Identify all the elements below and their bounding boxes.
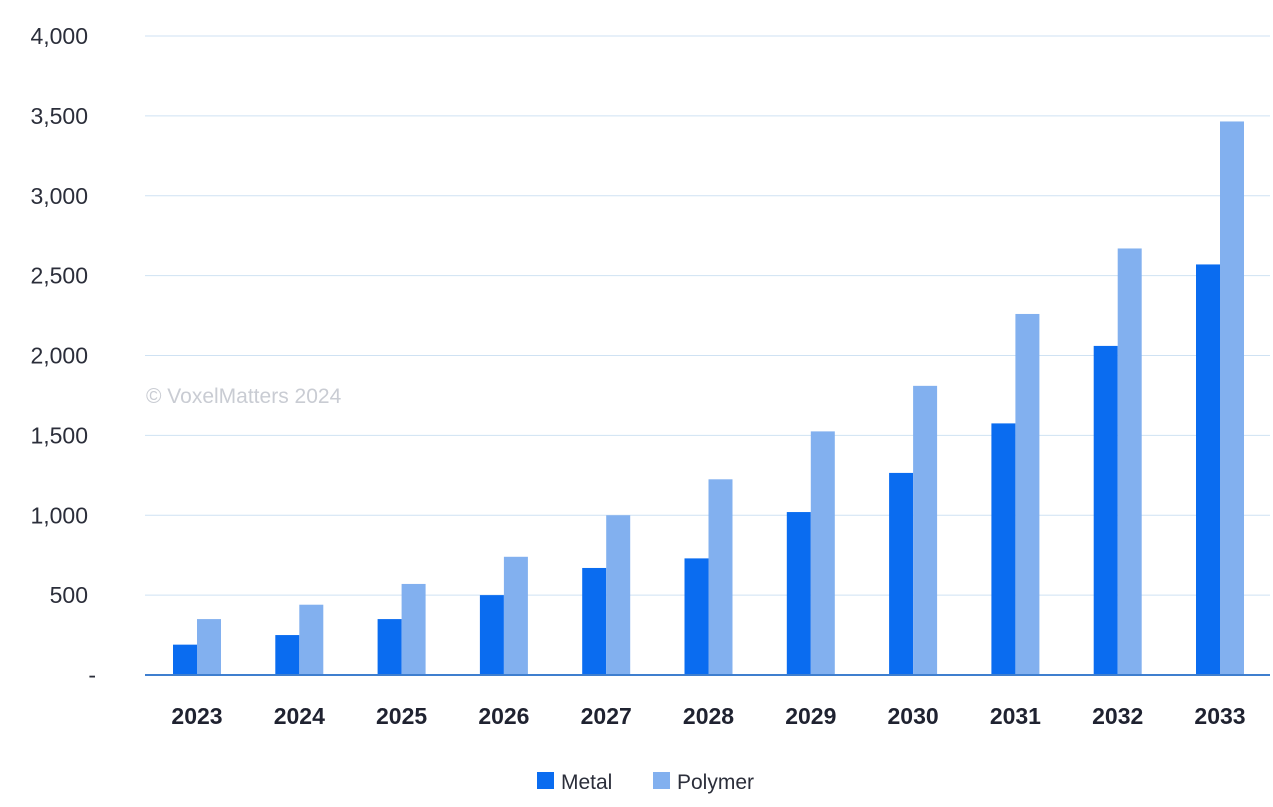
y-tick-label: 500	[50, 582, 88, 608]
x-tick-label: 2023	[171, 703, 222, 729]
bar-metal-2031	[991, 423, 1016, 675]
bar-polymer-2029	[810, 431, 835, 675]
bar-metal-2026	[479, 595, 504, 675]
bar-metal-2028	[684, 558, 709, 675]
grid-lines	[145, 35, 1270, 596]
y-tick-label: 1,000	[30, 502, 88, 528]
x-axis-ticks: 2023 2024 2025 2026 2027 2028 2029 2030 2031 2032…	[171, 703, 1245, 729]
bar-polymer-2028	[708, 479, 733, 675]
y-tick-label: 3,000	[30, 183, 88, 209]
y-axis-ticks: - 500 1,000 1,500 2,000 2,500 3,000 3,500 4,000	[30, 23, 96, 688]
y-tick-label: 2,000	[30, 343, 88, 369]
x-tick-label: 2030	[888, 703, 939, 729]
bar-metal-2024	[275, 635, 300, 675]
watermark: © VoxelMatters 2024	[146, 385, 342, 408]
legend: Metal Polymer	[537, 771, 754, 794]
y-tick-label: 4,000	[30, 23, 88, 49]
legend-swatch-polymer	[653, 772, 670, 789]
x-tick-label: 2025	[376, 703, 427, 729]
bar-metal-2023	[173, 644, 197, 675]
bar-polymer-2024	[299, 604, 324, 675]
bar-metal-2029	[786, 512, 811, 675]
bars	[173, 121, 1244, 675]
x-tick-label: 2032	[1092, 703, 1143, 729]
y-tick-label: 1,500	[30, 422, 88, 448]
bar-metal-2025	[377, 619, 402, 675]
bar-polymer-2026	[503, 556, 528, 675]
x-tick-label: 2024	[274, 703, 325, 729]
y-tick-label: -	[88, 662, 96, 688]
bar-polymer-2023	[197, 619, 221, 675]
bar-polymer-2032	[1117, 248, 1142, 675]
bar-metal-2027	[582, 567, 607, 675]
bar-metal-2033	[1196, 264, 1220, 675]
y-tick-label: 2,500	[30, 263, 88, 289]
bar-metal-2032	[1093, 345, 1118, 675]
x-tick-label: 2026	[478, 703, 529, 729]
bar-polymer-2033	[1220, 121, 1244, 675]
legend-swatch-metal	[537, 772, 554, 789]
y-tick-label: 3,500	[30, 103, 88, 129]
x-tick-label: 2029	[785, 703, 836, 729]
legend-label-polymer: Polymer	[677, 771, 754, 794]
bar-polymer-2027	[606, 515, 631, 675]
x-tick-label: 2031	[990, 703, 1041, 729]
bar-metal-2030	[889, 472, 914, 675]
x-tick-label: 2027	[581, 703, 632, 729]
bar-polymer-2031	[1015, 313, 1040, 675]
bar-polymer-2025	[401, 583, 426, 675]
bar-polymer-2030	[913, 385, 938, 675]
legend-label-metal: Metal	[561, 771, 612, 794]
x-tick-label: 2028	[683, 703, 734, 729]
x-tick-label: 2033	[1194, 703, 1245, 729]
